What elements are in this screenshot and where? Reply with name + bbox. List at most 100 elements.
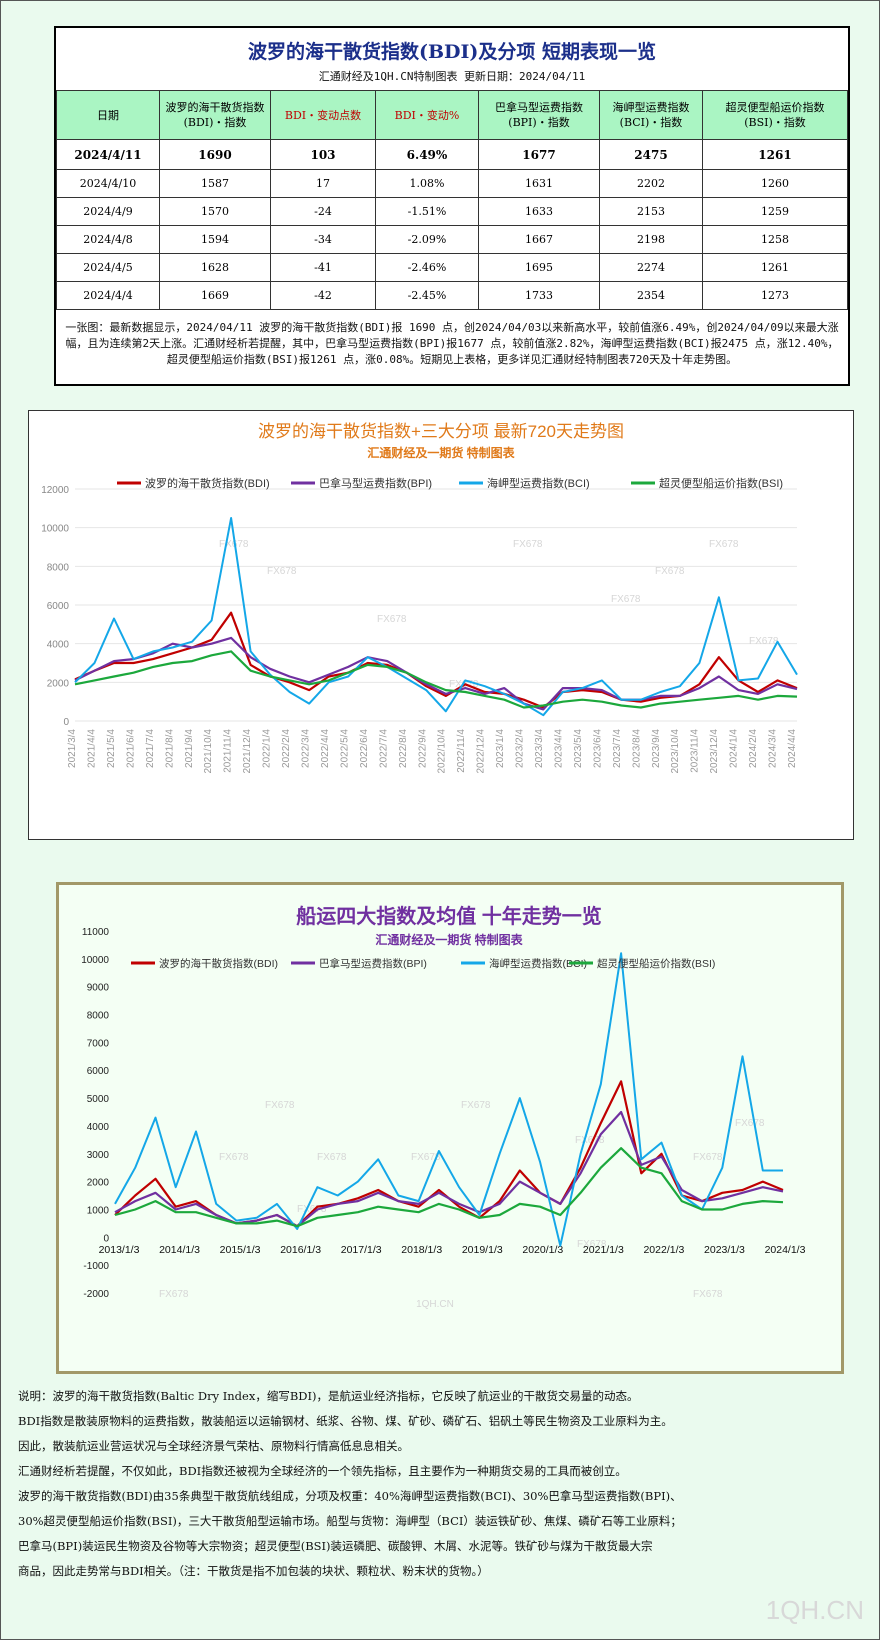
table-cell: 2202 [599, 169, 703, 198]
series-line [74, 636, 798, 711]
description-line: 波罗的海干散货指数(BDI)由35条典型干散货航线组成，分项及权重：40%海岬型… [18, 1489, 682, 1503]
x-tick-label: 2022/8/4 [398, 729, 409, 768]
x-tick-label: 2021/11/4 [223, 729, 234, 773]
header-bdi: 波罗的海干散货指数 (BDI)・指数 [159, 90, 271, 140]
description-line: 30%超灵便型船运价指数(BSI)，三大干散货船型运输市场。船型与货物：海岬型（… [18, 1514, 682, 1528]
table-cell: 1695 [478, 253, 600, 282]
x-tick-label: 2023/5/4 [573, 729, 584, 768]
table-cell: 2024/4/4 [56, 281, 160, 310]
description-line: 说明：波罗的海干散货指数(Baltic Dry Index，缩写BDI)，是航运… [18, 1389, 639, 1403]
x-tick-label: 2013/1/3 [99, 1244, 140, 1256]
y-tick-label: 2000 [47, 678, 70, 689]
x-tick-label: 2023/1/4 [495, 729, 506, 768]
x-tick-label: 2017/1/3 [341, 1244, 382, 1256]
x-tick-label: 2022/1/4 [262, 729, 273, 768]
watermark-fx678: FX678 [693, 1289, 723, 1300]
legend-label: 海岬型运费指数(BCI) [489, 957, 587, 970]
table-cell: 1633 [478, 197, 600, 226]
x-tick-label: 2014/1/3 [159, 1244, 200, 1256]
legend-label: 波罗的海干散货指数(BDI) [145, 476, 270, 490]
series-line [74, 517, 798, 717]
header-bpi: 巴拿马型运费指数 (BPI)・指数 [478, 90, 600, 140]
header-bci: 海岬型运费指数 (BCI)・指数 [599, 90, 703, 140]
x-tick-label: 2022/7/4 [378, 729, 389, 768]
watermark-fx678: FX678 [219, 1152, 249, 1163]
x-tick-label: 2023/7/4 [612, 729, 623, 768]
watermark-fx678: FX678 [377, 614, 407, 625]
table-cell: 1570 [159, 197, 271, 226]
header-date: 日期 [56, 90, 160, 140]
x-tick-label: 2023/6/4 [592, 729, 603, 768]
x-tick-label: 2022/5/4 [339, 729, 350, 768]
watermark-fx678: FX678 [575, 1135, 605, 1146]
table-cell: 2024/4/9 [56, 197, 160, 226]
table-cell: -1.51% [375, 197, 479, 226]
y-tick-label: 6000 [47, 601, 70, 612]
x-tick-label: 2021/7/4 [145, 729, 156, 768]
series-line [114, 1110, 784, 1228]
watermark-fx678: FX678 [267, 566, 297, 577]
y-tick-label: 2000 [87, 1178, 110, 1189]
y-tick-label: 4000 [47, 640, 70, 651]
x-tick-label: 2023/4/4 [553, 729, 564, 768]
x-tick-label: 2024/1/3 [765, 1244, 806, 1256]
x-tick-label: 2021/1/3 [583, 1244, 624, 1256]
watermark-fx678: FX678 [655, 566, 685, 577]
description-line: 商品，因此走势常与BDI相关。（注：干散货是指不加包装的块状、颗粒状、粉末状的货… [18, 1564, 489, 1578]
x-tick-label: 2023/10/4 [670, 729, 681, 774]
header-bsi: 超灵便型船运价指数 (BSI)・指数 [702, 90, 848, 140]
x-tick-label: 2022/10/4 [437, 729, 448, 774]
table-cell: 1690 [159, 139, 271, 170]
legend-label: 巴拿马型运费指数(BPI) [319, 476, 432, 490]
y-tick-label: 5000 [87, 1094, 110, 1105]
table-row: 2024/4/8 1594 -34 -2.09% 1667 2198 1258 [56, 225, 848, 254]
x-tick-label: 2022/1/3 [643, 1244, 684, 1256]
y-tick-label: -1000 [83, 1261, 109, 1272]
watermark-fx678: FX678 [265, 1100, 295, 1111]
x-tick-label: 2022/11/4 [456, 729, 467, 773]
x-tick-label: 2021/9/4 [184, 729, 195, 768]
watermark-fx678: FX678 [461, 1100, 491, 1111]
x-tick-label: 2022/6/4 [359, 729, 370, 768]
watermark-fx678: FX678 [513, 539, 543, 550]
legend-label: 巴拿马型运费指数(BPI) [319, 957, 427, 970]
description-block: 说明：波罗的海干散货指数(Baltic Dry Index，缩写BDI)，是航运… [18, 1384, 868, 1584]
table-cell: 2354 [599, 281, 703, 310]
table-cell: 103 [270, 139, 376, 170]
table-cell: -2.45% [375, 281, 479, 310]
table-cell: 1677 [478, 139, 600, 170]
x-tick-label: 2023/9/4 [651, 729, 662, 768]
table-row: 2024/4/9 1570 -24 -1.51% 1633 2153 1259 [56, 197, 848, 226]
watermark-fx678: FX678 [709, 539, 739, 550]
x-tick-label: 2020/1/3 [522, 1244, 563, 1256]
table-cell: 1260 [702, 169, 848, 198]
table-cell: 2198 [599, 225, 703, 254]
header-bdi-change-pct: BDI・变动% [375, 90, 479, 140]
table-cell: 17 [270, 169, 376, 198]
description-line: 巴拿马(BPI)装运民生物资及谷物等大宗物资；超灵便型(BSI)装运磷肥、碳酸钾… [18, 1539, 653, 1553]
x-tick-label: 2015/1/3 [220, 1244, 261, 1256]
y-tick-label: 1000 [87, 1205, 110, 1216]
table-title: 波罗的海干散货指数(BDI)及分项 短期表现一览 [247, 41, 657, 63]
x-tick-label: 2023/3/4 [534, 729, 545, 768]
table-cell: 6.49% [375, 139, 479, 170]
y-tick-label: 3000 [87, 1150, 110, 1161]
chart-title: 波罗的海干散货指数+三大分项 最新720天走势图 [258, 422, 624, 441]
table-note: 一张图：最新数据显示，2024/04/11 波罗的海干散货指数(BDI)报 16… [65, 321, 839, 366]
table-cell: -24 [270, 197, 376, 226]
x-tick-label: 2022/4/4 [320, 729, 331, 768]
watermark-fx678: FX678 [159, 1289, 189, 1300]
table-cell: -41 [270, 253, 376, 282]
watermark-fx678: FX678 [297, 1204, 327, 1215]
description-line: BDI指数是散装原物料的运费指数，散装船运以运输钢材、纸浆、谷物、煤、矿砂、磷矿… [18, 1414, 673, 1428]
chart-subtitle: 汇通财经及一期货 特制图表 [367, 445, 515, 460]
x-tick-label: 2023/1/3 [704, 1244, 745, 1256]
x-tick-label: 2022/9/4 [417, 729, 428, 768]
table-cell: 1261 [702, 139, 848, 170]
y-tick-label: 0 [103, 1233, 109, 1244]
chart-ten-year-panel: 船运四大指数及均值 十年走势一览 汇通财经及一期货 特制图表 -2000 -1000 0… [56, 882, 844, 1374]
watermark-fx678: FX678 [693, 1152, 723, 1163]
y-tick-label: -2000 [83, 1289, 109, 1300]
y-tick-label: 10000 [41, 524, 69, 535]
